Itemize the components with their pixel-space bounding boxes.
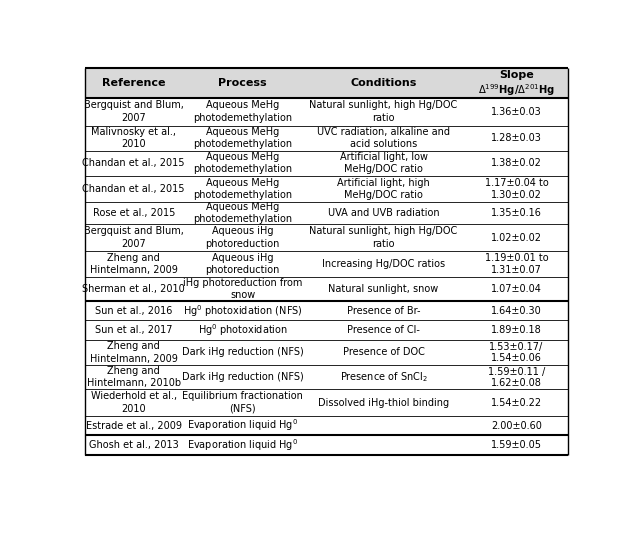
Bar (85, 68, 568, 98)
Text: 1.31±0.07: 1.31±0.07 (491, 264, 542, 274)
Text: Dark iHg reduction (NFS): Dark iHg reduction (NFS) (182, 348, 304, 358)
Text: Aqueous MeHg
photodemethylation: Aqueous MeHg photodemethylation (193, 152, 292, 174)
Text: Dark iHg reduction (NFS): Dark iHg reduction (NFS) (182, 372, 304, 382)
Text: Conditions: Conditions (350, 78, 417, 88)
Text: Wiederhold et al.,
2010: Wiederhold et al., 2010 (90, 391, 177, 414)
Text: Equilibrium fractionation
(NFS): Equilibrium fractionation (NFS) (182, 391, 303, 414)
Text: $\Delta^{199}$Hg/$\Delta^{201}$Hg: $\Delta^{199}$Hg/$\Delta^{201}$Hg (478, 82, 555, 98)
Text: 1.19±0.01 to: 1.19±0.01 to (485, 253, 548, 263)
Text: Reference: Reference (102, 78, 166, 88)
Text: Aqueous iHg
photoreduction: Aqueous iHg photoreduction (206, 253, 280, 275)
Text: UVA and UVB radiation: UVA and UVB radiation (328, 208, 440, 218)
Text: 1.54±0.06: 1.54±0.06 (491, 353, 542, 363)
Text: Artificial light, low
MeHg/DOC ratio: Artificial light, low MeHg/DOC ratio (340, 152, 427, 174)
Text: 1.02±0.02: 1.02±0.02 (491, 232, 542, 243)
Text: Artificial light, high
MeHg/DOC ratio: Artificial light, high MeHg/DOC ratio (337, 177, 430, 200)
Text: Sun et al., 2017: Sun et al., 2017 (95, 325, 173, 335)
Text: Malivnosky et al.,
2010: Malivnosky et al., 2010 (91, 127, 176, 149)
Text: 1.54±0.22: 1.54±0.22 (491, 398, 542, 408)
Text: Chandan et al., 2015: Chandan et al., 2015 (82, 158, 185, 168)
Text: Sun et al., 2016: Sun et al., 2016 (95, 305, 173, 316)
Text: Aqueous MeHg
photodemethylation: Aqueous MeHg photodemethylation (193, 127, 292, 149)
Text: 1.62±0.08: 1.62±0.08 (491, 377, 542, 387)
Text: 1.30±0.02: 1.30±0.02 (491, 190, 542, 199)
Text: 1.59±0.05: 1.59±0.05 (491, 440, 542, 450)
Text: Zheng and
Hintelmann, 2009: Zheng and Hintelmann, 2009 (90, 253, 178, 275)
Text: Evaporation liquid Hg$^0$: Evaporation liquid Hg$^0$ (187, 438, 298, 453)
Text: 1.53±0.17/: 1.53±0.17/ (489, 342, 543, 352)
Text: Natural sunlight, snow: Natural sunlight, snow (329, 284, 439, 294)
Text: Aqueous MeHg
photodemethylation: Aqueous MeHg photodemethylation (193, 177, 292, 200)
Text: Zheng and
Hintelmann, 2009: Zheng and Hintelmann, 2009 (90, 341, 178, 364)
Text: Presence of DOC: Presence of DOC (343, 348, 424, 358)
Text: Presence of SnCl$_2$: Presence of SnCl$_2$ (340, 370, 427, 384)
Text: Natural sunlight, high Hg/DOC
ratio: Natural sunlight, high Hg/DOC ratio (310, 227, 458, 249)
Text: Rose et al., 2015: Rose et al., 2015 (92, 208, 175, 218)
Text: 1.64±0.30: 1.64±0.30 (491, 305, 542, 316)
Text: Increasing Hg/DOC ratios: Increasing Hg/DOC ratios (322, 259, 445, 269)
Text: Presence of Br-: Presence of Br- (347, 305, 420, 316)
Text: iHg photoreduction from
snow: iHg photoreduction from snow (183, 278, 303, 300)
Text: 1.28±0.03: 1.28±0.03 (491, 133, 542, 143)
Text: Presence of Cl-: Presence of Cl- (347, 325, 420, 335)
Text: Sherman et al., 2010: Sherman et al., 2010 (82, 284, 185, 294)
Text: Ghosh et al., 2013: Ghosh et al., 2013 (89, 440, 178, 450)
Text: 1.89±0.18: 1.89±0.18 (491, 325, 542, 335)
Text: Evaporation liquid Hg$^0$: Evaporation liquid Hg$^0$ (187, 418, 298, 433)
Text: 1.59±0.11 /: 1.59±0.11 / (488, 367, 545, 377)
Text: Aqueous MeHg
photodemethylation: Aqueous MeHg photodemethylation (193, 100, 292, 123)
Text: Estrade et al., 2009: Estrade et al., 2009 (86, 421, 182, 431)
Text: Bergquist and Blum,
2007: Bergquist and Blum, 2007 (84, 227, 183, 249)
Text: Dissolved iHg-thiol binding: Dissolved iHg-thiol binding (318, 398, 449, 408)
Text: Natural sunlight, high Hg/DOC
ratio: Natural sunlight, high Hg/DOC ratio (310, 100, 458, 123)
Text: 2.00±0.60: 2.00±0.60 (491, 421, 542, 431)
Text: Chandan et al., 2015: Chandan et al., 2015 (82, 184, 185, 193)
Text: 1.36±0.03: 1.36±0.03 (491, 107, 542, 117)
Text: Aqueous MeHg
photodemethylation: Aqueous MeHg photodemethylation (193, 202, 292, 224)
Text: UVC radiation, alkaline and
acid solutions: UVC radiation, alkaline and acid solutio… (317, 127, 450, 149)
Text: 1.07±0.04: 1.07±0.04 (491, 284, 542, 294)
Text: Zheng and
Hintelmann, 2010b: Zheng and Hintelmann, 2010b (87, 366, 181, 389)
Text: Hg$^0$ photoxidation: Hg$^0$ photoxidation (197, 322, 288, 338)
Text: Aqueous iHg
photoreduction: Aqueous iHg photoreduction (206, 227, 280, 249)
Text: 1.35±0.16: 1.35±0.16 (491, 208, 542, 218)
Text: Process: Process (218, 78, 267, 88)
Text: 1.17±0.04 to: 1.17±0.04 to (485, 178, 548, 188)
Text: Slope: Slope (499, 70, 534, 80)
Text: 1.38±0.02: 1.38±0.02 (491, 158, 542, 168)
Text: Hg$^0$ photoxidation (NFS): Hg$^0$ photoxidation (NFS) (183, 303, 303, 319)
Text: Bergquist and Blum,
2007: Bergquist and Blum, 2007 (84, 100, 183, 123)
